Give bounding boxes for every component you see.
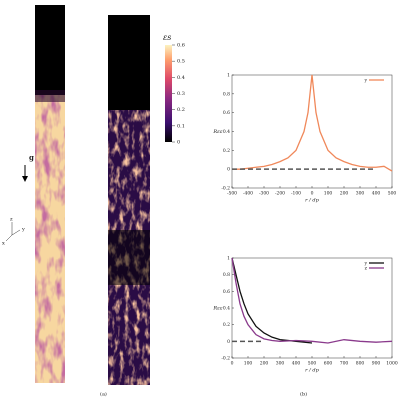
legend-label: y — [363, 79, 367, 84]
y-tick-label: 0.4 — [223, 306, 230, 312]
x-tick-label: 0 — [231, 361, 234, 367]
x-axis-label: r / dp — [305, 198, 319, 204]
gravity-label: g — [29, 153, 34, 162]
axis-glyph-label: y — [21, 227, 25, 233]
panel-label: (a) — [100, 391, 107, 398]
colorbar-tick-label: 0.2 — [177, 107, 185, 113]
x-tick-label: 200 — [340, 191, 349, 197]
y-axis-label: Rεε — [212, 129, 222, 135]
y-tick-label: -0.2 — [221, 356, 230, 362]
x-tick-label: 100 — [324, 191, 333, 197]
x-tick-label: 300 — [356, 191, 365, 197]
colorbar-tick-label: 0 — [177, 140, 180, 146]
axes-glyph — [5, 222, 21, 242]
x-tick-label: -200 — [275, 191, 285, 197]
x-tick-label: 800 — [356, 361, 365, 367]
series-line — [231, 257, 313, 344]
colorbar-label: εs — [163, 33, 171, 42]
y-tick-label: 0.8 — [223, 272, 230, 278]
axis-glyph-label: z — [10, 217, 13, 223]
x-axis-label: r / dp — [305, 368, 319, 374]
x-tick-label: 900 — [372, 361, 381, 367]
axis-glyph-label: x — [2, 241, 5, 247]
x-tick-label: 200 — [260, 361, 269, 367]
y-tick-label: 0.8 — [223, 91, 230, 97]
y-axis-label: Rεε — [212, 306, 222, 312]
x-tick-label: 600 — [324, 361, 333, 367]
x-tick-label: 1000 — [386, 361, 398, 367]
y-tick-label: 0.4 — [223, 129, 230, 135]
series-line — [232, 74, 393, 172]
gravity-arrowhead — [22, 176, 28, 182]
legend-label: y — [363, 262, 367, 267]
plot-frame — [231, 74, 393, 189]
y-tick-label: 0.6 — [223, 289, 230, 295]
x-tick-label: 700 — [340, 361, 349, 367]
y-tick-label: 0.2 — [223, 148, 230, 154]
y-tick-label: 1 — [227, 73, 230, 79]
x-tick-label: 0 — [311, 191, 314, 197]
x-tick-label: -100 — [291, 191, 301, 197]
y-tick-label: 0.6 — [223, 110, 230, 116]
colorbar-tick-label: 0.4 — [177, 75, 185, 81]
colorbar — [165, 45, 172, 142]
x-tick-label: 300 — [276, 361, 285, 367]
x-tick-label: 500 — [388, 191, 397, 197]
x-tick-label: 400 — [372, 191, 381, 197]
legend-label: z — [365, 267, 368, 272]
colorbar-tick-label: 0.1 — [177, 123, 185, 129]
x-tick-label: 400 — [292, 361, 301, 367]
x-tick-label: -400 — [243, 191, 253, 197]
y-tick-label: 0 — [227, 339, 230, 345]
x-tick-label: 100 — [244, 361, 253, 367]
x-tick-label: -300 — [259, 191, 269, 197]
panel-a-image — [35, 5, 150, 385]
y-tick-label: 1 — [227, 256, 230, 262]
colorbar-tick-label: 0.3 — [177, 91, 185, 97]
series-line — [231, 257, 393, 344]
colorbar-tick-label: 0.5 — [177, 59, 185, 65]
y-tick-label: 0.2 — [223, 322, 230, 328]
x-tick-label: -500 — [227, 191, 237, 197]
x-tick-label: 500 — [308, 361, 317, 367]
y-tick-label: -0.2 — [221, 186, 230, 192]
panel-label: (b) — [300, 391, 307, 398]
colorbar-tick-label: 0.6 — [177, 43, 185, 49]
y-tick-label: 0 — [227, 167, 230, 173]
